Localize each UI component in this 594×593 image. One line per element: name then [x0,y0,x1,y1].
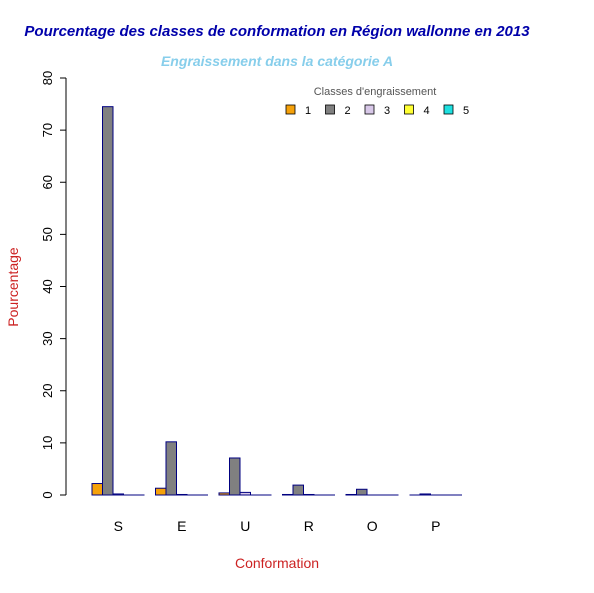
bar-E-series-2 [165,441,177,496]
y-tick-label: 30 [40,331,55,345]
bar-O-series-1 [345,493,357,496]
bar-S-series-2 [102,106,114,496]
x-tick-label: O [367,518,378,534]
chart-title: Pourcentage des classes de conformation … [24,23,530,40]
bar-E-series-3 [176,493,188,496]
y-tick-label: 80 [40,71,55,85]
bars-group [91,106,462,496]
legend: Classes d'engraissement 1 2 3 4 5 [285,86,469,117]
x-tick-label: P [431,518,440,534]
legend-swatch-3 [364,104,375,115]
legend-title: Classes d'engraissement [314,86,437,98]
x-tick-label: E [177,518,186,534]
y-tick-label: 10 [40,436,55,450]
y-tick-label: 50 [40,227,55,241]
bar-U-series-1 [218,492,230,496]
bar-S-series-3 [112,493,124,496]
x-tick-label: S [114,518,123,534]
legend-label-5: 5 [463,105,469,117]
bar-R-series-2 [292,484,304,496]
legend-label-1: 1 [305,105,311,117]
y-tick-label: 20 [40,384,55,398]
chart-subtitle: Engraissement dans la catégorie A [161,53,393,69]
y-tick-label: 60 [40,175,55,189]
x-tick-label: R [304,518,314,534]
x-tick-label: U [240,518,250,534]
legend-label-3: 3 [384,105,390,117]
bar-O-series-2 [356,488,368,496]
bar-S-series-1 [91,483,103,496]
y-tick-label: 70 [40,123,55,137]
x-axis-label: Conformation [235,555,319,571]
y-tick-label: 40 [40,279,55,293]
legend-label-4: 4 [424,105,430,117]
bar-R-series-3 [303,493,315,496]
legend-swatch-5 [443,104,454,115]
legend-swatch-4 [404,104,414,115]
bar-P-series-2 [419,493,431,496]
legend-swatch-2 [325,104,335,115]
bar-R-series-1 [282,493,294,496]
bar-U-series-2 [229,457,241,496]
legend-swatch-1 [285,104,296,115]
bar-U-series-3 [239,491,251,496]
legend-label-2: 2 [345,105,351,117]
y-axis-label: Pourcentage [5,247,21,327]
y-axis: 0 10 20 30 40 50 60 70 80 [40,71,67,499]
bar-E-series-1 [155,487,167,496]
y-tick-label: 0 [40,491,55,498]
